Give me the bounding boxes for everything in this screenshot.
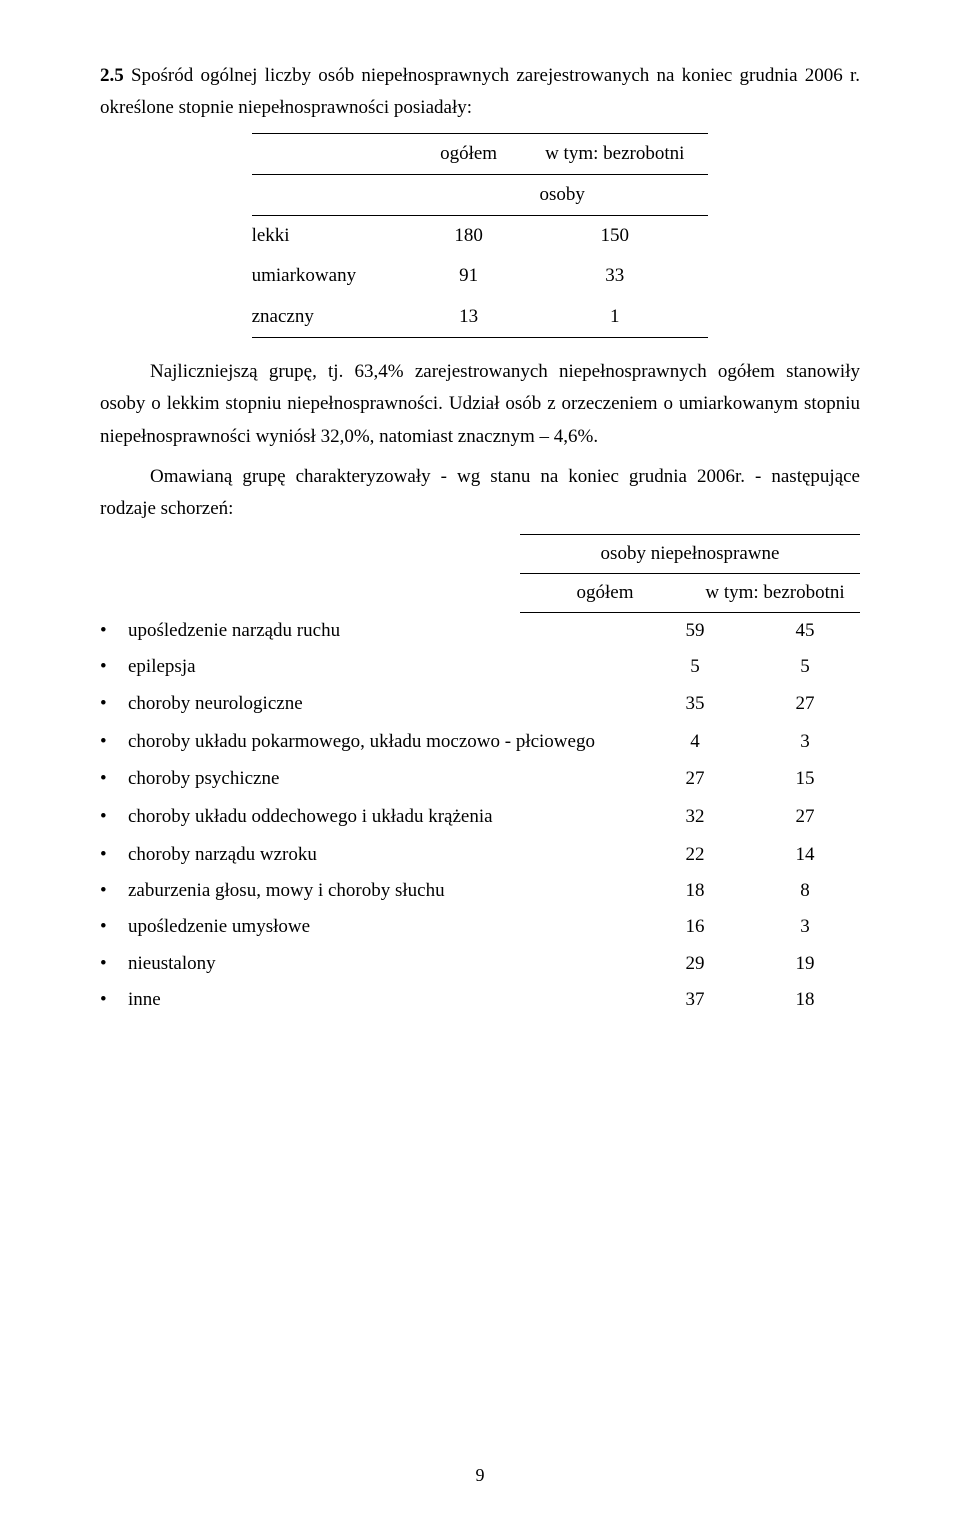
list-item-col1: 29 <box>640 948 750 980</box>
list-item-col2: 3 <box>750 911 860 943</box>
list-item-label: choroby psychiczne <box>128 763 640 795</box>
tbl1-r2-b: 1 <box>521 297 708 338</box>
list-item-col1: 4 <box>640 724 750 759</box>
bullet-icon: • <box>100 839 128 871</box>
list-item-col1: 35 <box>640 688 750 720</box>
bullet-icon: • <box>100 948 128 980</box>
tbl2-hdr-col2: w tym: bezrobotni <box>690 574 860 612</box>
list-item-col2: 5 <box>750 651 860 683</box>
bullet-icon: • <box>100 615 128 647</box>
list-item-label: choroby narządu wzroku <box>128 839 640 871</box>
para-3: Omawianą grupę charakteryzowały - wg sta… <box>100 461 860 526</box>
list-item: •choroby neurologiczne3527 <box>100 686 860 722</box>
tbl2-hdr-col1: ogółem <box>520 574 690 612</box>
list-item: •upośledzenie umysłowe163 <box>100 909 860 945</box>
list-item-col1: 59 <box>640 615 750 647</box>
bullet-icon: • <box>100 724 128 759</box>
tbl2-hdr-line1: osoby niepełnosprawne <box>520 534 860 574</box>
schorzenia-list: •upośledzenie narządu ruchu5945•epilepsj… <box>100 613 860 1018</box>
table-row: umiarkowany 91 33 <box>252 256 709 296</box>
table-row: lekki 180 150 <box>252 216 709 257</box>
list-item: •choroby układu pokarmowego, układu mocz… <box>100 722 860 761</box>
list-item: •inne3718 <box>100 982 860 1018</box>
list-item-label: upośledzenie narządu ruchu <box>128 615 640 647</box>
list-item-col2: 3 <box>750 724 860 759</box>
tbl1-r1-b: 33 <box>521 256 708 296</box>
bullet-icon: • <box>100 875 128 907</box>
list-item: •upośledzenie narządu ruchu5945 <box>100 613 860 649</box>
bullet-icon: • <box>100 651 128 683</box>
list-item-col1: 37 <box>640 984 750 1016</box>
tbl1-hdr-ogolem: ogółem <box>416 133 521 174</box>
bullet-icon: • <box>100 763 128 795</box>
para-1: 2.5 Spośród ogólnej liczby osób niepełno… <box>100 60 860 125</box>
bullet-icon: • <box>100 984 128 1016</box>
tbl1-r1-label: umiarkowany <box>252 256 416 296</box>
tbl1-r0-a: 180 <box>416 216 521 257</box>
list-item-col2: 8 <box>750 875 860 907</box>
tbl1-hdr-wtym: w tym: bezrobotni <box>521 133 708 174</box>
tbl1-r2-a: 13 <box>416 297 521 338</box>
table-stopnie: ogółem w tym: bezrobotni osoby lekki 180… <box>252 133 709 338</box>
list-item: •zaburzenia głosu, mowy i choroby słuchu… <box>100 873 860 909</box>
list-item: •choroby układu oddechowego i układu krą… <box>100 797 860 836</box>
list-item-label: epilepsja <box>128 651 640 683</box>
bullet-icon: • <box>100 911 128 943</box>
tbl1-r0-label: lekki <box>252 216 416 257</box>
list-item-col1: 18 <box>640 875 750 907</box>
list-item: •epilepsja55 <box>100 649 860 685</box>
list-item: •choroby psychiczne2715 <box>100 761 860 797</box>
list-item-col2: 15 <box>750 763 860 795</box>
list-item-col2: 27 <box>750 799 860 834</box>
para-1-text: Spośród ogólnej liczby osób niepełnospra… <box>100 65 860 118</box>
list-item-label: choroby neurologiczne <box>128 688 640 720</box>
list-item-col2: 27 <box>750 688 860 720</box>
tbl1-r2-label: znaczny <box>252 297 416 338</box>
bullet-icon: • <box>100 799 128 834</box>
list-item-label: upośledzenie umysłowe <box>128 911 640 943</box>
list-item-col1: 16 <box>640 911 750 943</box>
list-item-label: zaburzenia głosu, mowy i choroby słuchu <box>128 875 640 907</box>
table2-header: osoby niepełnosprawne ogółem w tym: bezr… <box>520 534 860 614</box>
section-number: 2.5 <box>100 65 124 86</box>
list-item-col2: 19 <box>750 948 860 980</box>
list-item: •nieustalony2919 <box>100 946 860 982</box>
list-item-label: choroby układu pokarmowego, układu moczo… <box>128 724 640 759</box>
tbl1-hdr-osoby: osoby <box>416 174 708 215</box>
list-item-label: inne <box>128 984 640 1016</box>
list-item-col1: 5 <box>640 651 750 683</box>
list-item-col2: 18 <box>750 984 860 1016</box>
tbl1-r0-b: 150 <box>521 216 708 257</box>
list-item: •choroby narządu wzroku2214 <box>100 837 860 873</box>
list-item-col2: 14 <box>750 839 860 871</box>
para-2: Najliczniejszą grupę, tj. 63,4% zarejest… <box>100 356 860 453</box>
page-number: 9 <box>0 1460 960 1491</box>
tbl1-r1-a: 91 <box>416 256 521 296</box>
bullet-icon: • <box>100 688 128 720</box>
list-item-col2: 45 <box>750 615 860 647</box>
list-item-col1: 27 <box>640 763 750 795</box>
list-item-label: choroby układu oddechowego i układu krąż… <box>128 799 640 834</box>
table-row: znaczny 13 1 <box>252 297 709 338</box>
list-item-col1: 32 <box>640 799 750 834</box>
list-item-label: nieustalony <box>128 948 640 980</box>
list-item-col1: 22 <box>640 839 750 871</box>
